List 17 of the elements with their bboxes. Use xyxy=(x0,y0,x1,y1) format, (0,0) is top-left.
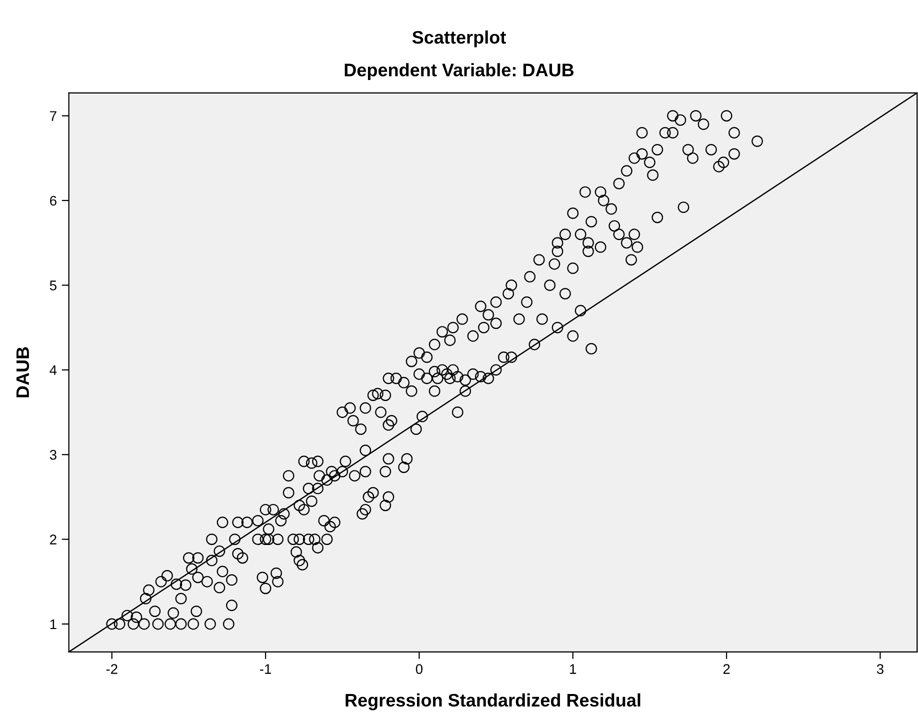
y-tick-label: 1 xyxy=(50,619,56,630)
x-tick-label: -1 xyxy=(260,664,272,674)
chart-title: Scatterplot xyxy=(412,30,506,48)
y-axis-title: DAUB xyxy=(16,347,30,398)
x-tick-label: 0 xyxy=(416,664,423,674)
y-tick-label: 2 xyxy=(50,534,56,544)
y-tick-label: 3 xyxy=(50,450,56,460)
y-tick-label: 4 xyxy=(50,365,57,375)
x-tick-label: 3 xyxy=(876,664,884,674)
y-tick-label: 7 xyxy=(50,111,56,121)
chart-subtitle: Dependent Variable: DAUB xyxy=(344,63,574,80)
x-axis-title: Regression Standardized Residual xyxy=(346,693,640,710)
x-tick-label: -2 xyxy=(106,664,118,674)
x-tick-label: 2 xyxy=(723,664,730,674)
y-tick-label: 6 xyxy=(50,196,56,206)
x-tick-label: 1 xyxy=(570,664,576,674)
y-tick-label: 5 xyxy=(50,280,56,290)
